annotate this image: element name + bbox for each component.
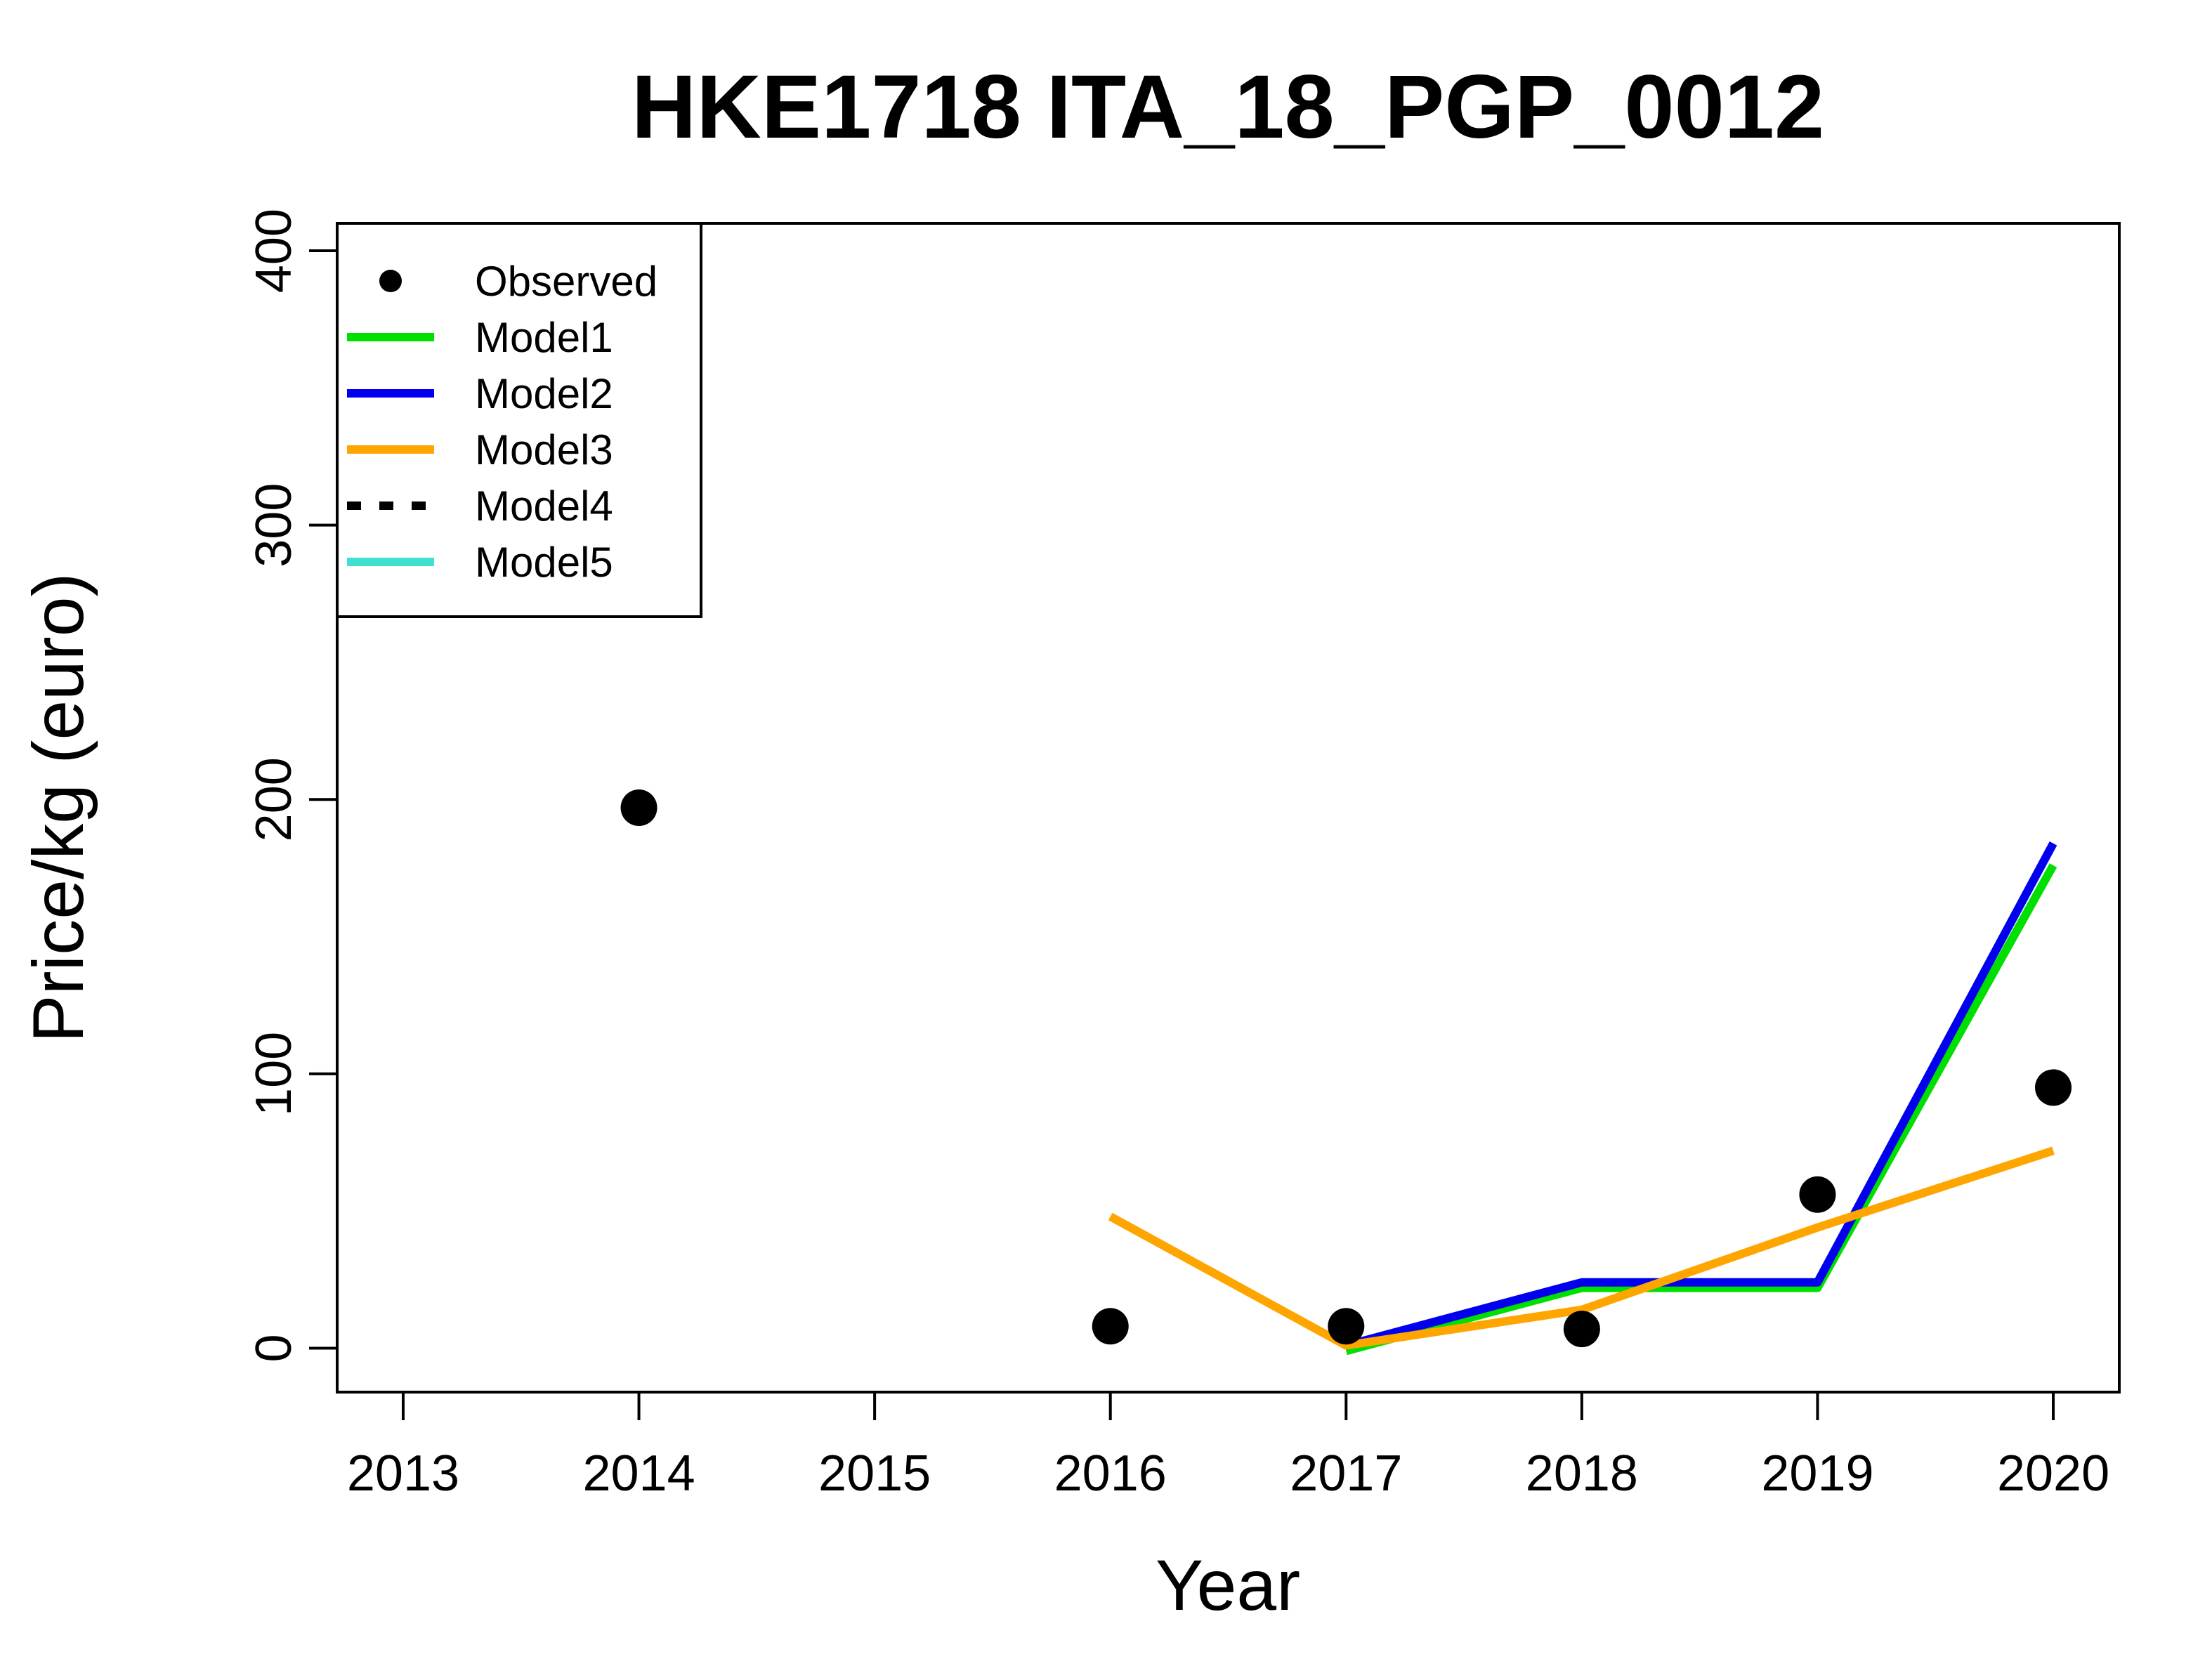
x-tick-label: 2013 bbox=[347, 1445, 459, 1502]
x-tick-label: 2019 bbox=[1761, 1445, 1873, 1502]
legend-label: Model2 bbox=[475, 370, 613, 417]
y-tick-label: 400 bbox=[246, 209, 302, 293]
legend-label: Model4 bbox=[475, 483, 613, 530]
observed-point bbox=[1563, 1311, 1600, 1348]
x-tick-label: 2016 bbox=[1054, 1445, 1167, 1502]
y-tick-label: 0 bbox=[246, 1334, 302, 1362]
legend-label: Observed bbox=[475, 258, 657, 305]
legend-label: Model1 bbox=[475, 314, 613, 361]
observed-point bbox=[1328, 1308, 1365, 1345]
legend: Observed Model1 Model2 Model3 Model4 Model5 bbox=[336, 222, 702, 618]
series-line-model2 bbox=[1344, 841, 2057, 1350]
series-line-model3 bbox=[1108, 1146, 2055, 1350]
observed-point bbox=[2035, 1069, 2072, 1106]
y-tick-label: 100 bbox=[246, 1032, 302, 1116]
x-tick-label: 2020 bbox=[1997, 1445, 2109, 1502]
plot-area bbox=[620, 789, 2072, 1356]
y-tick-label: 200 bbox=[246, 757, 302, 841]
series-layer bbox=[1108, 841, 2057, 1356]
x-tick-label: 2014 bbox=[582, 1445, 695, 1502]
legend-label: Model5 bbox=[475, 539, 613, 586]
observed-point bbox=[1092, 1308, 1129, 1345]
series-line-model1 bbox=[1344, 863, 2057, 1356]
observed-point bbox=[1799, 1176, 1836, 1213]
observed-points-layer bbox=[620, 789, 2072, 1348]
y-axis-label: Price/kg (euro) bbox=[18, 573, 98, 1043]
y-tick-label: 300 bbox=[246, 483, 302, 568]
x-axis: 2013 2014 2015 2016 2017 2018 2019 2020 bbox=[347, 1391, 2109, 1502]
x-tick-label: 2017 bbox=[1290, 1445, 1402, 1502]
legend-marker-observed bbox=[379, 270, 402, 292]
observed-point bbox=[620, 789, 657, 826]
chart-title: HKE1718 ITA_18_PGP_0012 bbox=[631, 57, 1824, 157]
x-axis-label: Year bbox=[1156, 1545, 1300, 1625]
legend-label: Model3 bbox=[475, 426, 613, 473]
x-tick-label: 2015 bbox=[818, 1445, 931, 1502]
x-tick-label: 2018 bbox=[1526, 1445, 1638, 1502]
